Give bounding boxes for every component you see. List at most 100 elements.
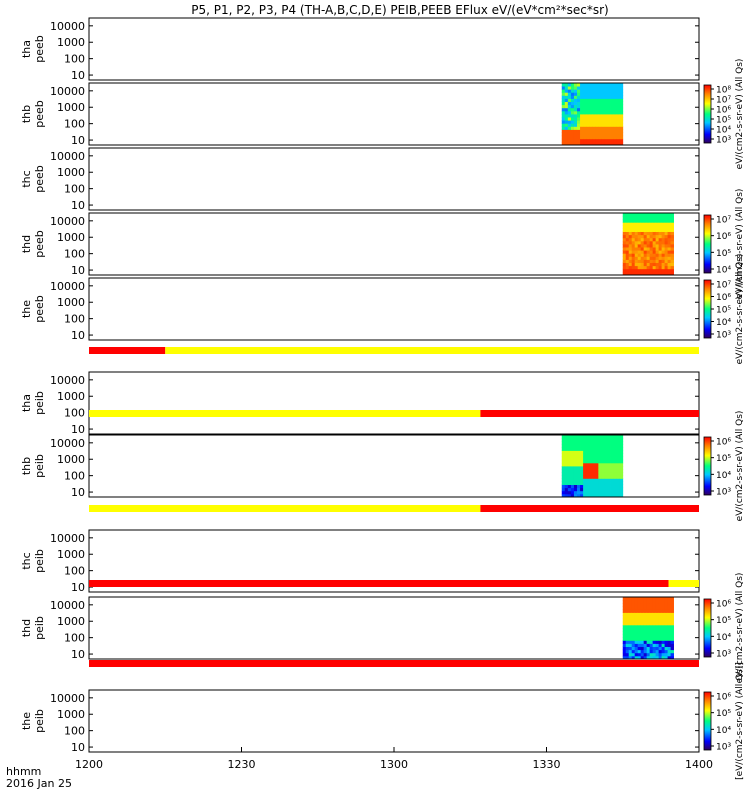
heatmap-cell <box>652 259 657 263</box>
heatmap-cell <box>610 92 614 96</box>
heatmap-cell <box>589 101 593 106</box>
heatmap-cell <box>573 129 578 133</box>
heatmap-cell <box>643 244 648 248</box>
heatmap-cell <box>564 114 569 118</box>
heatmap-cell <box>595 132 599 137</box>
heatmap-cell <box>664 643 668 647</box>
heatmap-cell <box>589 481 593 485</box>
heatmap-cell <box>628 244 633 248</box>
heatmap-cell <box>625 219 630 223</box>
heatmap-cell <box>583 92 587 96</box>
heatmap-cell <box>577 484 581 489</box>
heatmap-cell <box>561 138 566 143</box>
heatmap-cell <box>619 114 624 118</box>
heatmap-cell <box>604 110 608 115</box>
colorbar-tick-label: 10³ <box>716 743 731 753</box>
panel-frame <box>88 147 700 211</box>
heatmap-cell <box>604 123 608 127</box>
heatmap-cell <box>631 621 636 626</box>
heatmap-cell <box>628 600 633 604</box>
heatmap-cell <box>595 104 599 109</box>
heatmap-cell <box>604 447 608 451</box>
status-bar <box>89 505 699 512</box>
heatmap-cell <box>646 250 651 254</box>
heatmap-cell <box>619 441 624 445</box>
heatmap-cell <box>607 456 611 461</box>
heatmap-cell <box>577 469 581 473</box>
heatmap-cell <box>604 83 608 87</box>
heatmap-cell <box>646 637 651 641</box>
heatmap-cell <box>592 132 596 137</box>
heatmap-cell <box>658 268 663 273</box>
heatmap-cell <box>667 250 671 254</box>
heatmap-cell <box>561 129 566 133</box>
heatmap-cell <box>610 104 614 109</box>
heatmap-cell <box>640 612 645 616</box>
heatmap-cell <box>661 612 666 616</box>
heatmap-cell <box>595 487 599 492</box>
heatmap-cell <box>570 141 575 146</box>
heatmap-cell <box>664 237 668 242</box>
heatmap-cell <box>613 462 618 467</box>
heatmap-cell <box>625 259 630 263</box>
heatmap-cell <box>607 472 611 476</box>
heatmap-cell <box>643 631 648 635</box>
heatmap-cell <box>631 624 636 629</box>
heatmap-cell <box>580 450 584 454</box>
heatmap-cell <box>570 441 575 445</box>
heatmap-cell <box>589 120 593 124</box>
heatmap-cell <box>619 493 624 498</box>
heatmap-cell <box>613 484 618 489</box>
heatmap-cell <box>598 435 602 439</box>
heatmap-cell <box>649 618 654 623</box>
heatmap-cell <box>592 92 596 96</box>
heatmap-cell <box>567 478 572 482</box>
heatmap-cell <box>561 450 566 454</box>
heatmap-cell <box>586 444 590 448</box>
heatmap-cell <box>570 132 575 137</box>
heatmap-cell <box>631 216 636 220</box>
heatmap-cell <box>634 603 639 607</box>
heatmap-cell <box>595 441 599 445</box>
heatmap-cell <box>655 615 660 620</box>
heatmap-cell <box>637 219 642 223</box>
heatmap-cell <box>646 231 651 236</box>
heatmap-cell <box>670 628 674 632</box>
heatmap-cell <box>619 98 624 102</box>
heatmap-cell <box>652 225 657 229</box>
heatmap-cell <box>586 484 590 489</box>
heatmap-cell <box>670 222 674 226</box>
heatmap-cell <box>583 475 587 479</box>
heatmap-cell <box>664 247 668 251</box>
heatmap-cell <box>577 462 581 467</box>
heatmap-cell <box>595 475 599 479</box>
heatmap-cell <box>667 649 671 654</box>
heatmap-cell <box>622 606 627 610</box>
heatmap-cell <box>567 444 572 448</box>
heatmap-cell <box>586 135 590 140</box>
heatmap-cell <box>570 487 575 492</box>
heatmap-cell <box>658 231 663 236</box>
heatmap-cell <box>583 459 587 464</box>
status-bar <box>89 347 699 354</box>
heatmap-cell <box>649 219 654 223</box>
heatmap-cell <box>628 646 633 651</box>
heatmap-cell <box>658 259 663 263</box>
heatmap-cell <box>646 643 651 647</box>
heatmap-cell <box>655 268 660 273</box>
heatmap-cell <box>598 441 602 445</box>
heatmap-cell <box>583 141 587 146</box>
heatmap-cell <box>640 259 645 263</box>
heatmap-cell <box>595 129 599 133</box>
heatmap-cell <box>649 612 654 616</box>
heatmap-cell <box>658 624 663 629</box>
heatmap-cell <box>589 478 593 482</box>
heatmap-cell <box>598 129 602 133</box>
heatmap-cell <box>661 606 666 610</box>
heatmap-cell <box>616 493 621 498</box>
heatmap-cell <box>580 472 584 476</box>
heatmap-cell <box>670 259 674 263</box>
heatmap-cell <box>637 615 642 620</box>
